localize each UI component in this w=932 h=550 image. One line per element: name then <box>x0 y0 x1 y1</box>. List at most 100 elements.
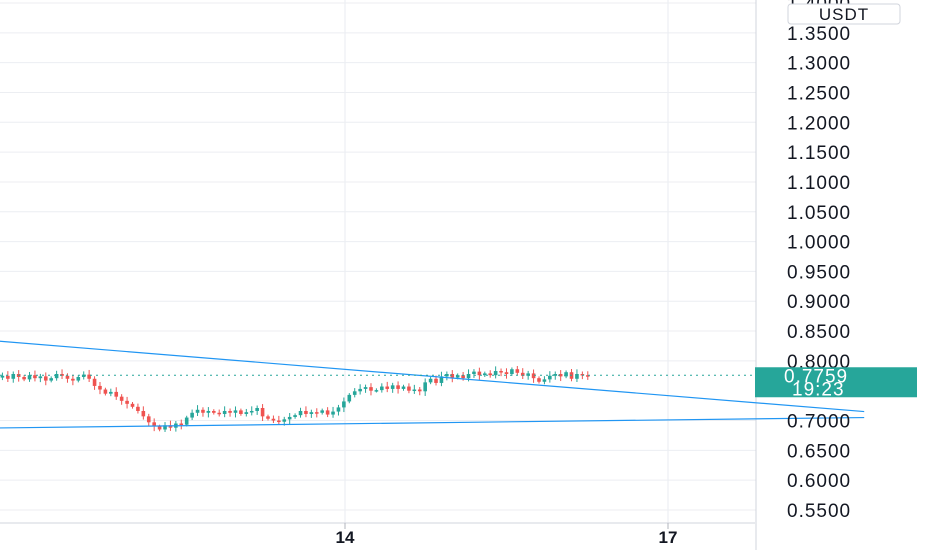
candle-body <box>504 372 509 375</box>
candle-body <box>98 385 102 390</box>
candle-body <box>309 412 314 414</box>
current-price-tag: 0.7759 19:23 <box>755 366 917 400</box>
candle-body <box>385 386 390 389</box>
x-tick-label: 17 <box>659 528 678 547</box>
candle-body <box>369 387 373 391</box>
y-tick-label: 1.0000 <box>787 233 851 254</box>
y-axis-ticks: 1.40001.35001.30001.25001.20001.15001.10… <box>787 0 851 522</box>
candle-body <box>304 410 308 414</box>
trendlines[interactable] <box>0 339 865 429</box>
candle-body <box>222 410 227 414</box>
candle-body <box>342 401 346 408</box>
candle-body <box>488 373 493 376</box>
y-tick-label: 1.3000 <box>787 54 851 75</box>
x-tick-label: 14 <box>336 528 355 547</box>
candle-body <box>320 410 324 413</box>
candle-body <box>43 376 48 381</box>
y-tick-label: 0.7000 <box>787 412 851 433</box>
candle-body <box>564 372 568 377</box>
candle-body <box>461 375 465 379</box>
candle-body <box>493 371 498 376</box>
candle-body <box>293 415 297 417</box>
candle-body <box>483 373 487 376</box>
current-price-label: 0.7759 <box>784 366 848 387</box>
candle-body <box>249 410 254 413</box>
candle-body <box>130 403 135 407</box>
candle-body <box>526 373 530 376</box>
candle-body <box>407 386 411 391</box>
candle-body <box>260 408 265 417</box>
candle-body <box>179 423 184 426</box>
candle-body <box>325 410 330 415</box>
candle-body <box>87 374 91 379</box>
candle-body <box>92 378 97 386</box>
candle-body <box>396 385 400 389</box>
y-tick-label: 0.9500 <box>787 262 851 283</box>
y-tick-label: 1.1000 <box>787 173 851 194</box>
candle-body <box>585 375 590 377</box>
candle-body <box>76 376 81 381</box>
candle-body <box>434 378 438 383</box>
candle-body <box>331 411 335 415</box>
y-tick-label: 0.8500 <box>787 322 851 343</box>
candle-body <box>266 416 270 419</box>
candle-body <box>531 373 536 379</box>
candle-body <box>575 374 579 379</box>
candle-body <box>282 419 287 422</box>
candle-body <box>553 374 558 376</box>
countdown-label: 19:23 <box>792 379 845 400</box>
candle-body <box>27 375 32 380</box>
candles <box>0 366 590 432</box>
y-tick-label: 1.0500 <box>787 203 851 224</box>
candle-body <box>412 389 417 392</box>
candle-body <box>60 374 64 376</box>
candle-body <box>466 374 471 379</box>
candle-body <box>537 378 541 382</box>
candle-body <box>6 375 10 379</box>
candle-body <box>428 378 433 383</box>
candle-body <box>477 371 482 376</box>
candle-body <box>417 389 422 392</box>
candle-body <box>201 409 205 413</box>
vertical-gridlines <box>344 0 669 523</box>
candle-body <box>146 416 151 423</box>
candle-body <box>157 426 162 430</box>
candle-body <box>206 410 211 413</box>
candle-body <box>580 374 585 376</box>
horizontal-gridlines <box>0 2 756 511</box>
candle-body <box>515 369 520 373</box>
candle-body <box>499 371 503 373</box>
trendline-lower[interactable] <box>0 416 865 429</box>
trendline-upper[interactable] <box>0 339 865 413</box>
currency-label: USDT <box>819 5 869 24</box>
candle-body <box>114 391 119 397</box>
candle-body <box>54 374 59 379</box>
candle-body <box>287 416 292 420</box>
candle-body <box>277 420 281 423</box>
candle-body <box>352 391 357 395</box>
candle-body <box>255 408 259 411</box>
y-tick-label: 0.6000 <box>787 471 851 492</box>
candle-body <box>390 385 395 389</box>
candle-body <box>11 374 16 379</box>
candle-body <box>271 418 276 421</box>
candle-body <box>136 406 140 411</box>
candle-body <box>38 376 43 379</box>
currency-badge[interactable]: USDT <box>787 3 901 25</box>
candle-body <box>336 407 341 412</box>
candle-body <box>22 376 26 380</box>
y-tick-label: 1.2000 <box>787 113 851 134</box>
candle-body <box>347 394 352 402</box>
candle-body <box>119 396 124 401</box>
candle-body <box>103 389 108 394</box>
candle-body <box>71 378 75 381</box>
candle-body <box>244 412 249 414</box>
y-tick-label: 1.1500 <box>787 143 851 164</box>
candle-body <box>401 386 406 389</box>
y-tick-label: 1.3500 <box>787 24 851 45</box>
candle-body <box>81 374 86 377</box>
candle-body <box>65 375 70 379</box>
candle-body <box>152 422 156 427</box>
candle-body <box>358 388 362 392</box>
